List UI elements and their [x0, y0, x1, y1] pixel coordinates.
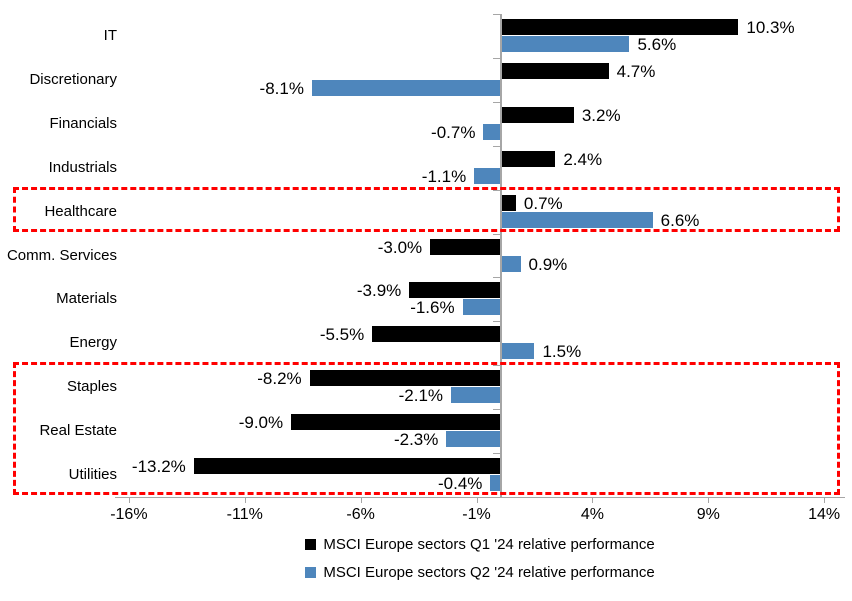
bar-value-label: -5.5%: [319, 325, 365, 345]
category-label-discretionary: Discretionary: [29, 70, 117, 88]
legend-item-q1: MSCI Europe sectors Q1 '24 relative perf…: [305, 533, 655, 555]
bar-q1-healthcare: [499, 194, 516, 211]
bar-q1-discretionary: [499, 62, 609, 79]
bar-q1-real-estate: [291, 414, 500, 431]
bar-value-label: -0.4%: [438, 474, 483, 494]
category-label-healthcare: Healthcare: [44, 202, 117, 220]
bar-q2-industrials: [474, 167, 500, 184]
category-label-it: IT: [103, 26, 117, 44]
x-axis-tick: [476, 497, 478, 503]
category-label-staples: Staples: [66, 378, 117, 396]
bar-value-label: 2.4%: [563, 149, 603, 169]
bar-q1-energy: [372, 326, 500, 343]
x-tick-label-6: -6%: [346, 506, 375, 523]
bar-value-label: -1.6%: [410, 298, 455, 318]
bar-value-label: -9.0%: [238, 413, 284, 433]
y-axis-line: [499, 14, 502, 498]
x-tick-label-11: -11%: [226, 506, 263, 523]
legend-item-q2: MSCI Europe sectors Q2 '24 relative perf…: [305, 561, 655, 583]
legend: MSCI Europe sectors Q1 '24 relative perf…: [115, 533, 845, 583]
x-axis-tick: [708, 497, 710, 503]
bar-q2-discretionary: [311, 79, 500, 96]
bar-q1-financials: [499, 106, 574, 123]
bar-value-label: 0.7%: [523, 193, 563, 213]
bar-q1-industrials: [499, 150, 556, 167]
legend-swatch-q1: [305, 538, 317, 550]
category-axis-tick: [492, 101, 500, 103]
bar-q1-comm-services: [430, 238, 500, 255]
x-axis-tick: [824, 497, 826, 503]
category-axis-tick: [492, 233, 500, 235]
bar-q1-it: [499, 19, 739, 35]
category-axis-tick: [492, 145, 500, 147]
category-axis-tick: [492, 365, 500, 367]
bar-value-label: -0.7%: [431, 122, 476, 142]
category-axis-tick: [492, 14, 500, 15]
category-label-utilities: Utilities: [68, 466, 117, 484]
bar-value-label: -2.3%: [393, 430, 439, 450]
legend-swatch-q2: [305, 566, 317, 578]
category-axis-tick: [492, 277, 500, 279]
bar-q2-financials: [483, 123, 500, 140]
bar-value-label: -2.1%: [398, 386, 444, 406]
category-label-financials: Financials: [49, 114, 117, 132]
bar-q1-materials: [409, 282, 500, 299]
bar-value-label: 4.7%: [616, 61, 656, 81]
x-axis-tick: [128, 497, 130, 503]
category-axis-tick: [492, 189, 500, 191]
bar-value-label: -3.0%: [377, 237, 423, 257]
x-tick-label-16: -16%: [110, 506, 148, 523]
bar-value-label: -8.2%: [257, 369, 302, 389]
category-label-comm-services: Comm. Services: [6, 246, 117, 264]
highlight-box-1: [13, 186, 840, 232]
bar-q2-energy: [499, 343, 535, 360]
bar-q2-staples: [451, 387, 500, 404]
bar-q2-real-estate: [446, 431, 500, 448]
x-axis-tick: [592, 497, 594, 503]
legend-label-q1: MSCI Europe sectors Q1 '24 relative perf…: [323, 535, 655, 553]
x-tick-label-4: 4%: [580, 506, 604, 523]
category-label-materials: Materials: [56, 290, 117, 308]
bar-q2-materials: [462, 299, 500, 316]
bar-value-label: -3.9%: [356, 281, 402, 301]
category-axis-tick: [492, 409, 500, 411]
bar-value-label: 10.3%: [746, 18, 795, 37]
bar-value-label: -8.1%: [259, 78, 304, 98]
bar-q1-utilities: [193, 458, 500, 475]
bar-value-label: 3.2%: [581, 105, 621, 125]
category-axis-tick: [492, 497, 500, 498]
bar-q1-staples: [309, 370, 500, 387]
bar-value-label: 1.5%: [542, 342, 582, 362]
x-axis-tick: [360, 497, 362, 503]
category-label-energy: Energy: [69, 334, 117, 352]
x-axis-tick: [244, 497, 246, 503]
category-label-industrials: Industrials: [48, 158, 117, 176]
x-tick-label-1: -1%: [462, 506, 491, 523]
bar-value-label: 5.6%: [637, 35, 677, 54]
category-axis-tick: [492, 453, 500, 455]
bar-value-label: -1.1%: [421, 166, 467, 186]
x-axis-line: [115, 497, 845, 498]
bar-q2-utilities: [490, 475, 500, 492]
category-axis-tick: [492, 57, 500, 59]
bar-value-label: -13.2%: [131, 457, 186, 477]
bar-value-label: 0.9%: [528, 254, 568, 274]
bar-q2-comm-services: [499, 255, 521, 272]
bar-value-label: 6.6%: [660, 210, 700, 230]
category-label-real-estate: Real Estate: [39, 422, 117, 440]
bar-q2-healthcare: [499, 211, 653, 228]
category-axis-tick: [492, 321, 500, 323]
x-tick-label-14: 14%: [808, 506, 841, 523]
legend-label-q2: MSCI Europe sectors Q2 '24 relative perf…: [323, 563, 655, 581]
bar-q2-it: [499, 36, 630, 52]
x-tick-label-9: 9%: [696, 506, 720, 523]
